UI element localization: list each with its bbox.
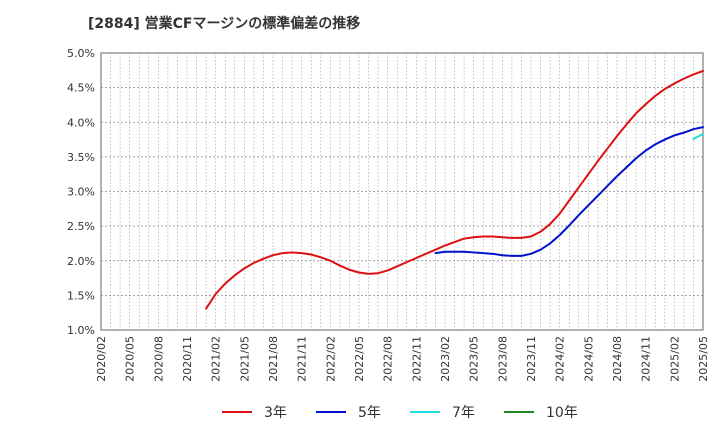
legend-label: 5年 — [358, 405, 381, 421]
x-tick-label: 2020/02 — [95, 336, 108, 382]
x-tick-label: 2022/08 — [382, 336, 395, 382]
x-tick-label: 2021/05 — [238, 336, 251, 382]
x-tick-label: 2023/08 — [496, 336, 509, 382]
y-axis: 1.0% 1.5% 2.0% 2.5% 3.0% 3.5% 4.0% 4.5% 5.0% — [67, 47, 95, 337]
y-tick-label: 2.5% — [67, 220, 95, 233]
x-tick-label: 2021/11 — [296, 336, 309, 382]
x-tick-label: 2020/05 — [124, 336, 137, 382]
x-axis: 2020/02 2020/05 2020/08 2020/11 2021/02 2021/… — [95, 336, 710, 382]
x-tick-label: 2024/02 — [554, 336, 567, 382]
legend-label: 7年 — [452, 405, 475, 421]
x-tick-label: 2025/02 — [668, 336, 681, 382]
series-line-5年 — [434, 126, 704, 257]
x-tick-label: 2021/08 — [267, 336, 280, 382]
x-tick-label: 2023/11 — [525, 336, 538, 382]
y-tick-label: 4.5% — [67, 82, 95, 95]
grid — [100, 52, 704, 331]
series-line-7年 — [692, 133, 704, 140]
legend-label: 3年 — [264, 405, 287, 421]
x-tick-label: 2021/02 — [210, 336, 223, 382]
y-tick-label: 3.5% — [67, 151, 95, 164]
x-tick-label: 2024/11 — [640, 336, 653, 382]
x-tick-label: 2024/05 — [582, 336, 595, 382]
x-tick-label: 2022/05 — [353, 336, 366, 382]
y-tick-label: 3.0% — [67, 186, 95, 199]
x-tick-label: 2024/08 — [611, 336, 624, 382]
y-tick-label: 1.5% — [67, 289, 95, 302]
x-tick-label: 2023/02 — [439, 336, 452, 382]
y-tick-label: 4.0% — [67, 116, 95, 129]
y-tick-label: 2.0% — [67, 255, 95, 268]
plot-area — [205, 70, 704, 310]
y-tick-label: 5.0% — [67, 47, 95, 60]
chart-title: [2884] 営業CFマージンの標準偏差の推移 — [88, 15, 360, 32]
legend-label: 10年 — [546, 405, 578, 421]
x-tick-label: 2020/11 — [181, 336, 194, 382]
x-tick-label: 2023/05 — [468, 336, 481, 382]
x-tick-label: 2022/11 — [410, 336, 423, 382]
x-tick-label: 2020/08 — [152, 336, 165, 382]
series-line-3年 — [205, 70, 704, 310]
y-tick-label: 1.0% — [67, 324, 95, 337]
x-tick-label: 2022/02 — [324, 336, 337, 382]
legend: 3年 5年 7年 10年 — [222, 405, 578, 421]
x-tick-label: 2025/05 — [697, 336, 710, 382]
